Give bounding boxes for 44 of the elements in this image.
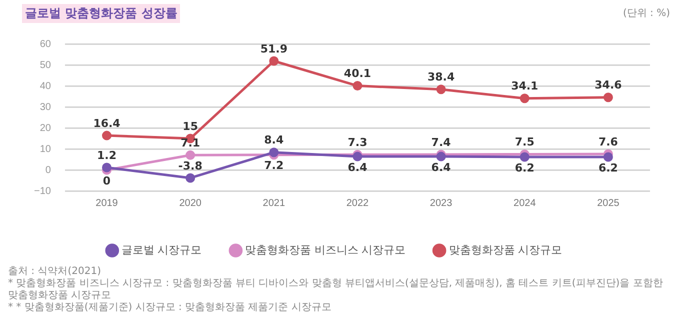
- data-label: 38.4: [427, 70, 455, 84]
- y-tick-label: 20: [40, 122, 52, 134]
- data-label: 7.3: [348, 136, 368, 150]
- legend-label: 맞춤형화장품 시장규모: [448, 244, 562, 257]
- data-label: 7.5: [514, 136, 534, 149]
- x-tick-label: 2019: [96, 198, 118, 209]
- data-label: 51.9: [260, 42, 288, 56]
- y-tick-label: 30: [40, 102, 52, 113]
- y-tick-label: 0: [45, 164, 52, 176]
- data-label: 6.4: [431, 160, 452, 174]
- y-tick-label: 60: [40, 38, 52, 50]
- data-label: 8.4: [264, 134, 284, 147]
- legend-label: 맞춤형화장품 비즈니스 시장규모: [245, 244, 406, 257]
- data-label: 34.1: [511, 80, 538, 93]
- y-tick-label: 10: [40, 144, 52, 155]
- x-tick-label: 2025: [597, 198, 620, 209]
- data-label: 6.2: [598, 161, 618, 174]
- data-label: -3.8: [178, 159, 202, 172]
- data-label: 7.2: [264, 159, 284, 172]
- data-label: 1.2: [97, 148, 116, 162]
- data-label: 7.4: [431, 136, 452, 149]
- y-tick-label: 50: [40, 60, 52, 71]
- data-label: 0: [102, 174, 111, 188]
- y-tick-label: 40: [40, 80, 52, 92]
- data-label: 7.6: [598, 135, 618, 148]
- data-label: 15: [182, 120, 198, 133]
- data-label: 6.2: [514, 161, 534, 174]
- x-tick-label: 2020: [179, 198, 202, 209]
- text: * 맞춤형화장품 비즈니스 시장규모 : 맞춤형화장품 뷰티 디바이스와 맞춤형 뷰티앱서비스(설문상담, 제품매칭), 홈 테스트 키트(피부진단)을 포함한 맞춤형화장품 시장규모: [8, 278, 664, 302]
- data-label: 40.1: [344, 67, 372, 80]
- x-tick-label: 2024: [514, 198, 536, 209]
- text: * * 맞춤형화장품(제품기준) 시장규모 : 맞춤형화장품 제품기준 시장규모: [8, 302, 332, 314]
- x-tick-label: 2022: [346, 198, 370, 209]
- data-label: 34.6: [594, 78, 622, 92]
- text: (단위 : %): [622, 7, 670, 20]
- y-tick-label: −10: [34, 186, 52, 197]
- chart-title: 글로벌 맞춤형화장품 성장률: [22, 4, 180, 23]
- x-tick-label: 2021: [262, 198, 286, 209]
- data-label: 7.1: [180, 136, 200, 150]
- source-note: 출처 : 식약처(2021): [8, 266, 102, 278]
- data-label: 16.4: [93, 116, 121, 130]
- data-label: 6.4: [348, 160, 368, 174]
- x-tick-label: 2023: [430, 198, 453, 209]
- legend-label: 글로벌 시장규모: [122, 244, 202, 257]
